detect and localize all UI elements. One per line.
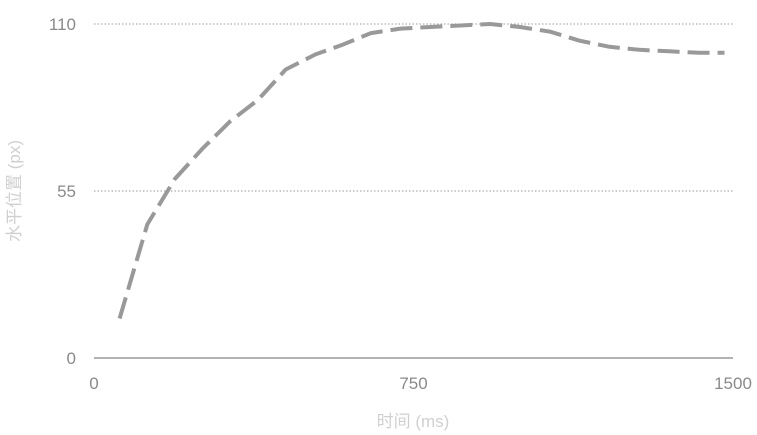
gridlines <box>94 23 733 359</box>
y-tick-label: 110 <box>49 15 76 34</box>
tick-labels: 0 55 110 0 750 1500 <box>49 15 752 393</box>
y-tick-label: 55 <box>57 182 76 201</box>
x-tick-label: 1500 <box>714 374 752 393</box>
x-tick-label: 750 <box>399 374 427 393</box>
series-line <box>117 22 725 320</box>
y-tick-label: 0 <box>67 349 76 368</box>
series-layer <box>117 22 725 320</box>
x-tick-label: 0 <box>89 374 98 393</box>
y-axis-label: 水平位置 (px) <box>5 140 24 242</box>
x-axis-label: 时间 (ms) <box>377 412 450 431</box>
